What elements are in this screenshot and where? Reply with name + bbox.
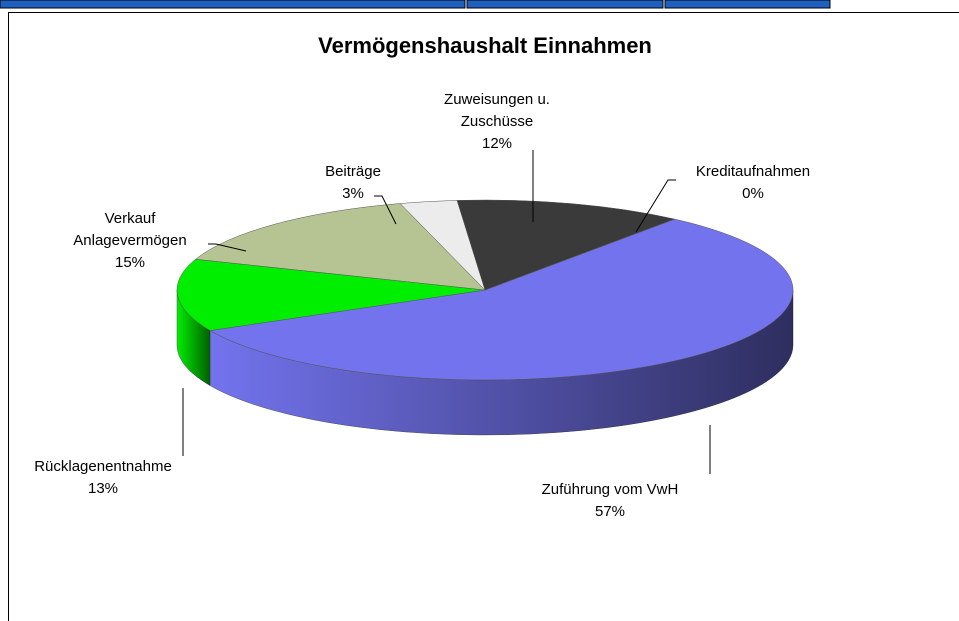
leader-line [374, 195, 397, 225]
data-label: Beiträge 3% [243, 161, 463, 205]
slice-value: 13% [87, 480, 119, 497]
slice-value: 57% [594, 503, 626, 520]
data-label: Zuweisungen u. Zuschüsse 12% [387, 89, 607, 155]
slice-name: Verkauf Anlagevermögen [73, 210, 187, 249]
slice-name: Beiträge [325, 163, 381, 180]
slice-name: Zuführung vom VwH [541, 481, 679, 498]
slice-value: 0% [742, 185, 764, 202]
leader-line [635, 179, 676, 233]
slice [209, 218, 794, 381]
slice [194, 203, 486, 291]
slice-side-shade [210, 290, 794, 435]
chart-title: Vermögenshaushalt Einnahmen [318, 33, 652, 58]
table-strip [664, 0, 831, 9]
slice [176, 258, 486, 331]
slice-side-shade [177, 290, 211, 386]
table-strip [0, 0, 466, 9]
pie [176, 199, 794, 436]
table-strip [466, 0, 664, 9]
data-label: Kreditaufnahmen 0% [643, 161, 863, 205]
leader-line [208, 243, 247, 252]
slice [456, 199, 676, 291]
data-label: Zuführung vom VwH 57% [500, 479, 720, 523]
slice-value: 3% [342, 185, 364, 202]
data-label: Verkauf Anlagevermögen 15% [20, 208, 240, 274]
slice-name: Rücklagenentnahme [34, 458, 172, 475]
slice-name: Kreditaufnahmen [695, 163, 811, 180]
slice-value: 15% [114, 254, 146, 271]
slice-name: Zuweisungen u. Zuschüsse [444, 91, 550, 130]
leader-lines [182, 150, 711, 474]
slice-value: 12% [481, 135, 513, 152]
data-label: Rücklagenentnahme 13% [0, 456, 213, 500]
